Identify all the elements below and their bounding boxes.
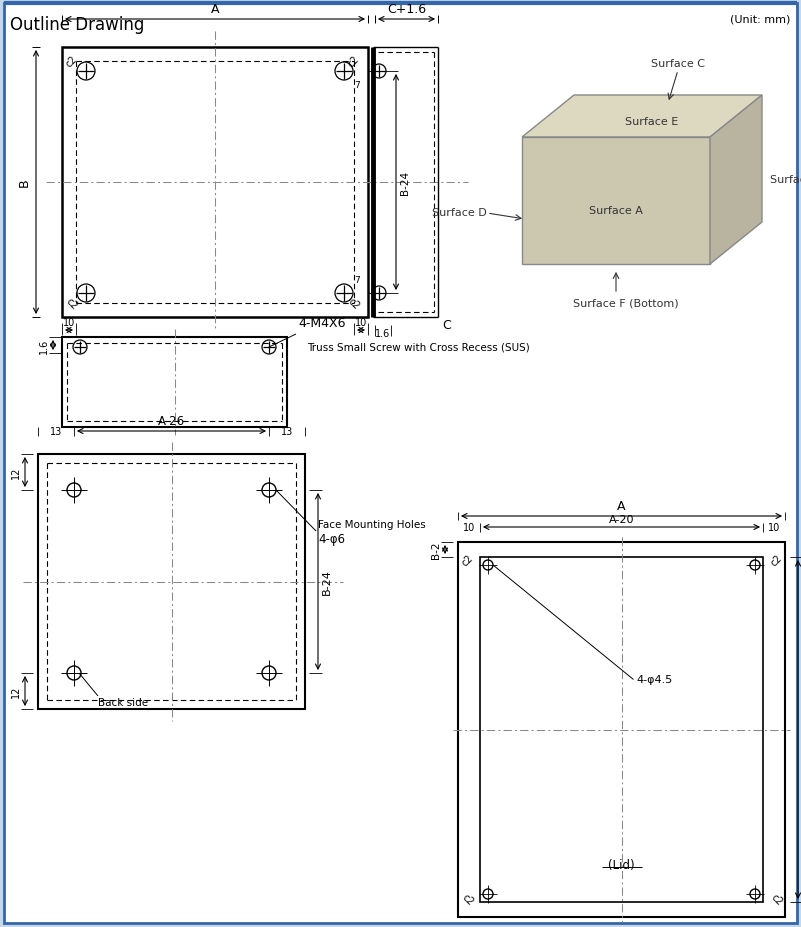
Text: A: A: [211, 3, 219, 16]
Text: Outline Drawing: Outline Drawing: [10, 16, 144, 34]
Text: A: A: [618, 500, 626, 513]
Text: Surface A: Surface A: [589, 206, 643, 216]
Text: 1: 1: [371, 48, 376, 57]
Text: Surface B: Surface B: [770, 175, 801, 184]
Text: (Lid): (Lid): [608, 858, 635, 871]
Text: B-2: B-2: [431, 541, 441, 559]
Text: 1.6: 1.6: [39, 338, 49, 353]
Text: c2: c2: [460, 552, 475, 568]
Text: 10: 10: [62, 318, 75, 327]
Bar: [62, 48, 368, 318]
Text: C+1.6: C+1.6: [387, 3, 426, 16]
Text: c2: c2: [346, 296, 361, 311]
Bar: [458, 542, 785, 917]
Text: 10: 10: [355, 318, 367, 327]
Text: 4-φ6: 4-φ6: [318, 533, 345, 546]
Polygon shape: [710, 95, 762, 265]
Text: Face Mounting Holes: Face Mounting Holes: [318, 519, 426, 529]
Text: c2: c2: [346, 55, 361, 70]
Text: 10: 10: [463, 523, 475, 532]
Polygon shape: [522, 138, 710, 265]
Text: Surface C: Surface C: [651, 59, 705, 69]
Bar: [480, 557, 763, 902]
Text: c2: c2: [769, 892, 784, 907]
Polygon shape: [522, 95, 762, 138]
Text: c2: c2: [460, 892, 475, 907]
Text: C: C: [442, 319, 451, 332]
Text: 12: 12: [11, 685, 21, 697]
Text: Truss Small Screw with Cross Recess (SUS): Truss Small Screw with Cross Recess (SUS…: [307, 342, 529, 351]
Bar: [62, 337, 287, 427]
Text: 1.6: 1.6: [376, 329, 391, 338]
Text: Surface E: Surface E: [626, 117, 678, 127]
Text: 13: 13: [281, 426, 293, 437]
Text: c2: c2: [64, 296, 79, 311]
Text: A-20: A-20: [609, 514, 634, 525]
Text: Back side: Back side: [98, 697, 148, 707]
Text: 4-M4X6: 4-M4X6: [298, 317, 345, 330]
Text: 4-φ4.5: 4-φ4.5: [637, 675, 673, 685]
Text: c2: c2: [769, 552, 784, 568]
Text: B-24: B-24: [400, 171, 410, 195]
Text: 10: 10: [768, 523, 780, 532]
Text: 7: 7: [354, 275, 360, 285]
Text: 12: 12: [11, 466, 21, 478]
Text: A-26: A-26: [158, 414, 185, 427]
Text: (Unit: mm): (Unit: mm): [730, 14, 790, 24]
Text: Surface F (Bottom): Surface F (Bottom): [574, 298, 678, 308]
Text: c2: c2: [64, 55, 79, 70]
Text: B: B: [18, 179, 31, 187]
Text: 7: 7: [354, 81, 360, 90]
Bar: [38, 454, 305, 709]
Text: B-24: B-24: [322, 569, 332, 595]
Text: 13: 13: [50, 426, 62, 437]
Text: Surface D: Surface D: [432, 208, 487, 218]
